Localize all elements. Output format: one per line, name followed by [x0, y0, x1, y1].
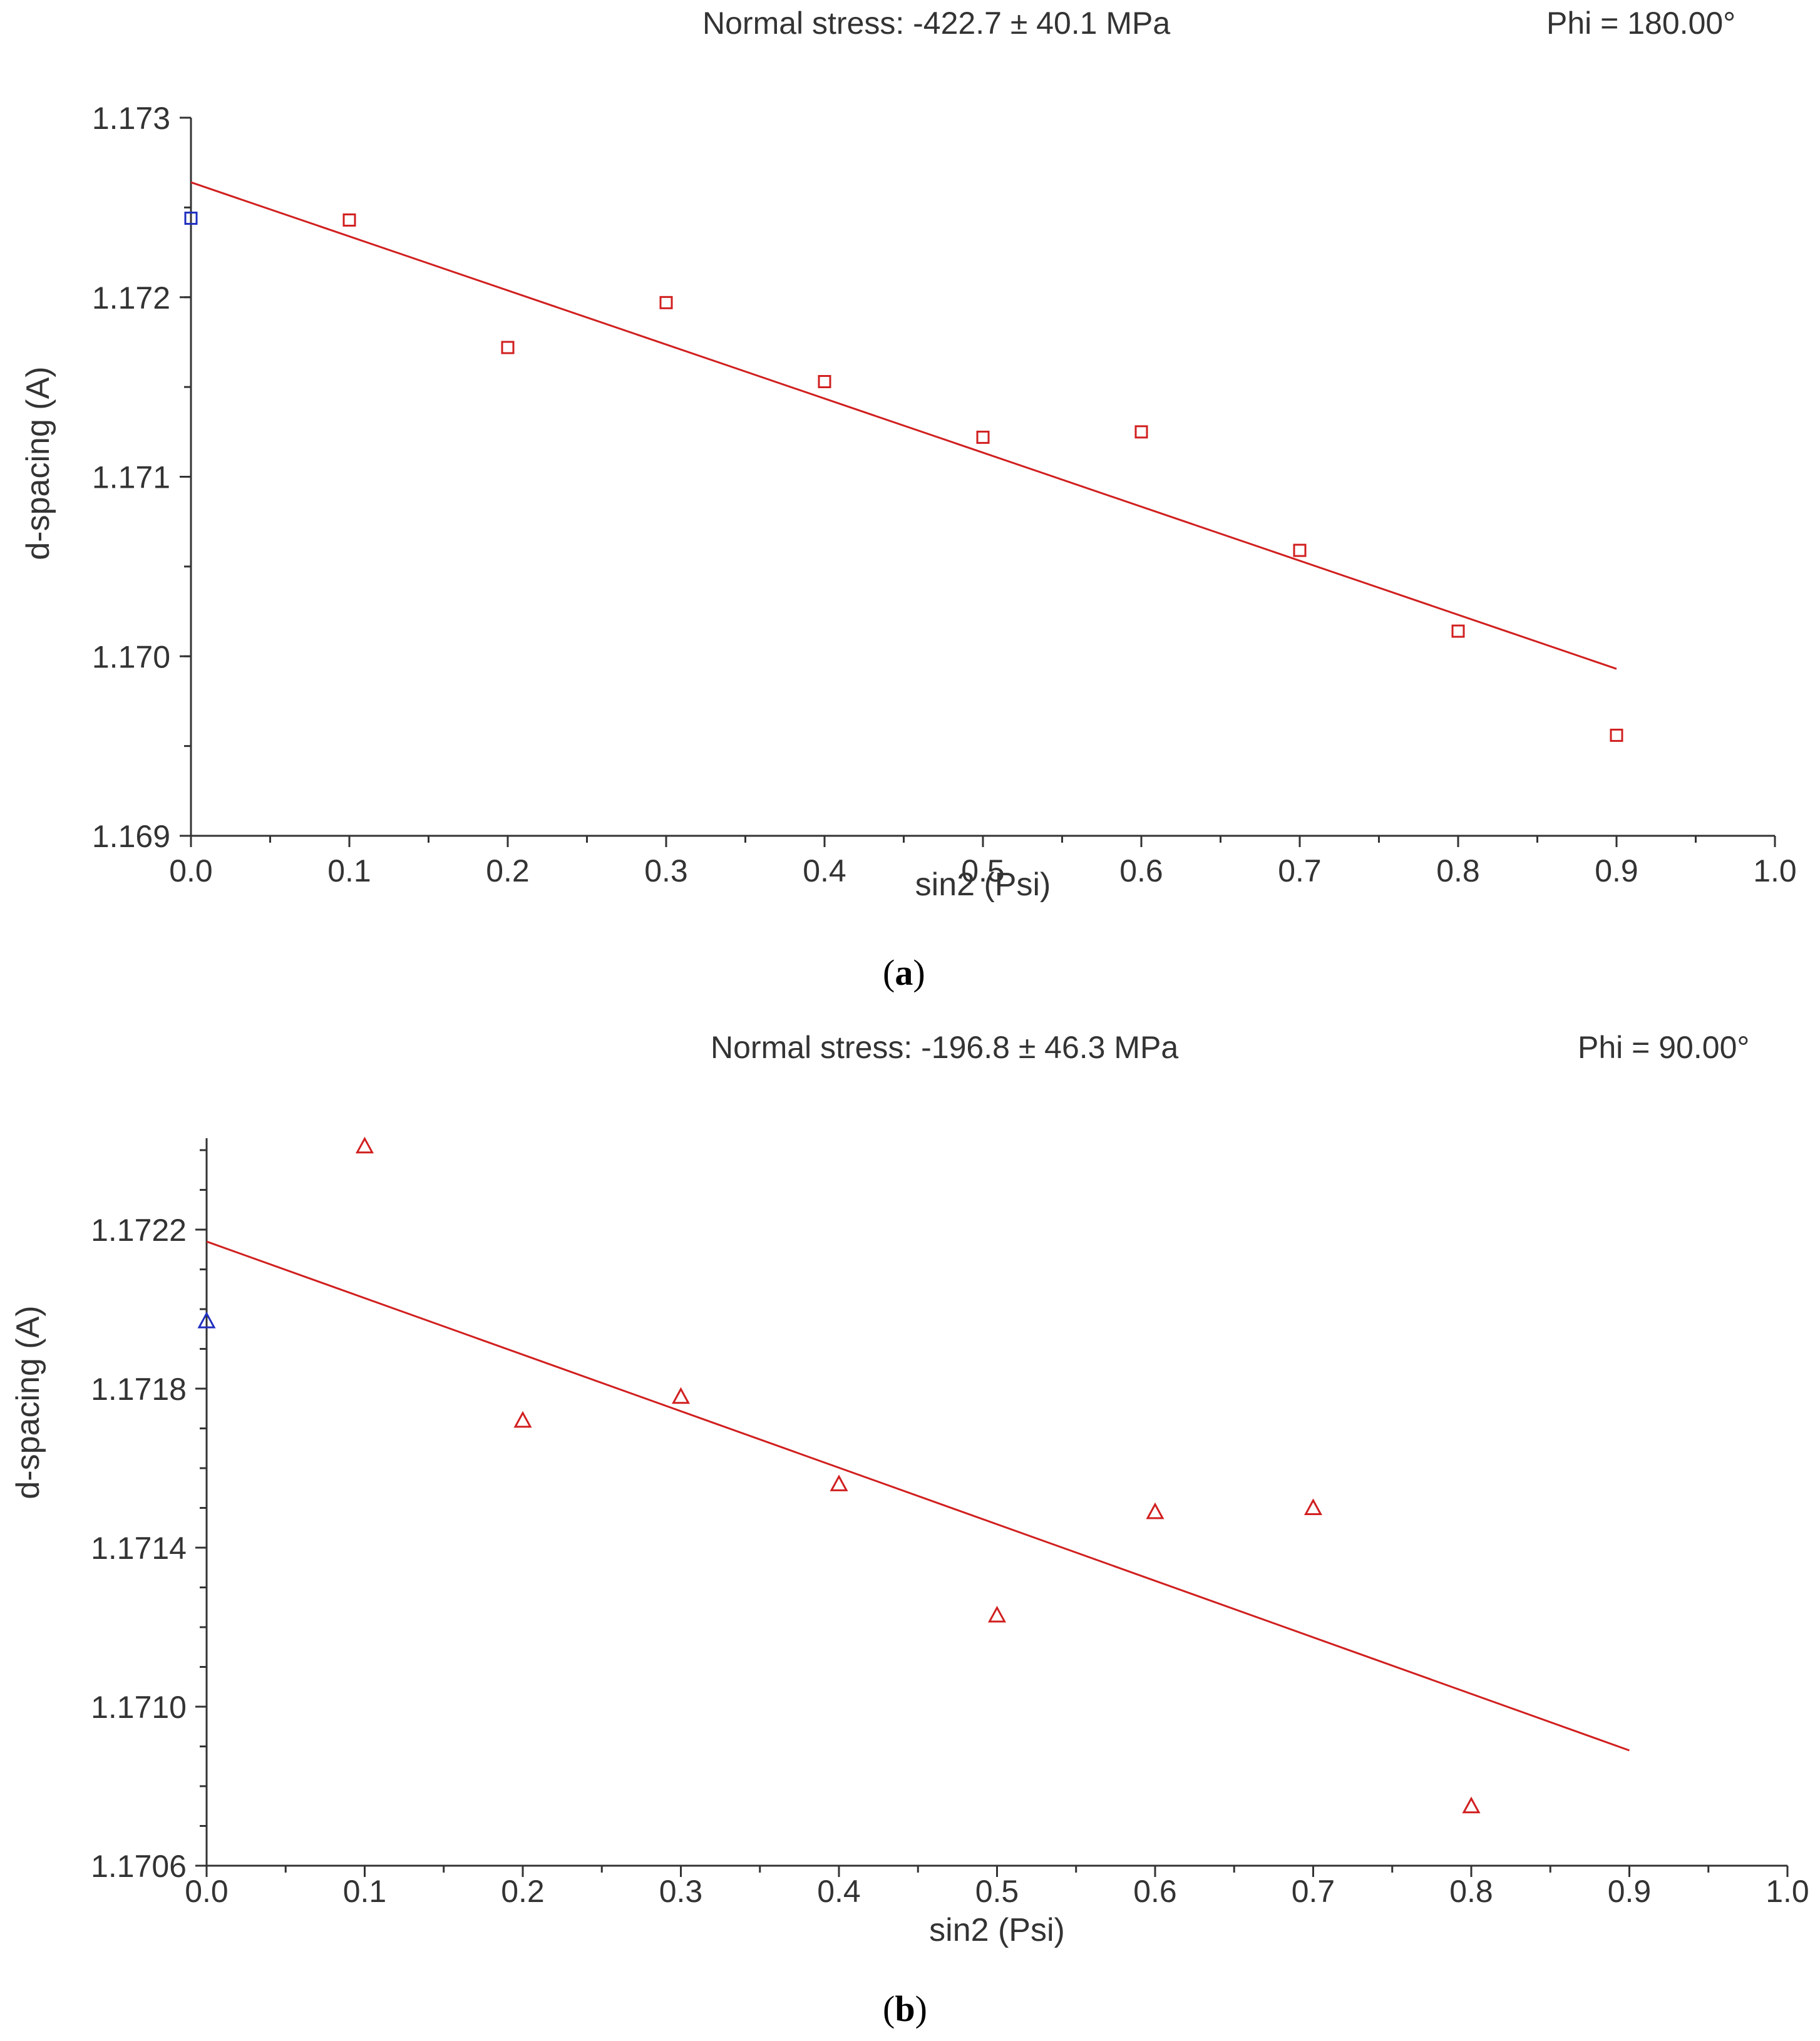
y-tick-label: 1.170: [92, 639, 170, 674]
stress-readout: Normal stress: -196.8 ± 46.3 MPa: [711, 1030, 1179, 1065]
y-tick-label: 1.1714: [91, 1531, 187, 1566]
x-tick-label: 0.0: [169, 853, 213, 888]
data-point-square: [818, 375, 831, 389]
x-tick-label: 0.0: [185, 1874, 229, 1909]
x-axis-title: sin2 (Psi): [915, 866, 1051, 903]
data-point-square: [976, 430, 990, 444]
scatter-plot-a: 0.0 0.1 0.2 0.3 0.4 0.5 0.6 0.7 0.8 0.9 1.0 1.169 1.…: [20, 101, 1797, 903]
data-point-square: [1134, 425, 1148, 439]
regression-line: [190, 181, 1617, 670]
y-tick-label: 1.1706: [91, 1849, 187, 1884]
x-tick-label: 0.6: [1133, 1874, 1177, 1909]
x-tick-label: 0.4: [817, 1874, 861, 1909]
x-tick-label: 0.1: [327, 853, 371, 888]
chart-panel-b: Normal stress: -196.8 ± 46.3 MPa Phi = 9…: [0, 1027, 1820, 2041]
data-point-square: [342, 213, 356, 227]
phi-readout: Phi = 180.00°: [1546, 6, 1736, 41]
y-tick-label: 1.1718: [91, 1372, 187, 1407]
scatter-plot-b: 0.0 0.1 0.2 0.3 0.4 0.5 0.6 0.7 0.8 0.9 1.0 1.1706 1…: [10, 1136, 1809, 1948]
y-tick-label: 1.1710: [91, 1690, 187, 1725]
y-tick-label: 1.173: [92, 101, 170, 136]
data-point-square: [1451, 624, 1465, 638]
y-tick-label: 1.171: [92, 460, 170, 495]
x-tick-label: 0.4: [803, 853, 846, 888]
x-tick-label: 0.3: [659, 1874, 703, 1909]
x-tick-label: 0.2: [486, 853, 530, 888]
data-point-square: [501, 341, 515, 354]
x-tick-label: 1.0: [1753, 853, 1797, 888]
regression-line: [206, 1240, 1630, 1752]
x-tick-label: 0.6: [1119, 853, 1163, 888]
data-point-triangle: [671, 1387, 691, 1404]
y-tick-label: 1.1722: [91, 1213, 187, 1248]
data-point-square: [1293, 543, 1307, 557]
x-tick-label: 0.8: [1449, 1874, 1493, 1909]
data-point-triangle: [1146, 1502, 1164, 1519]
phi-readout: Phi = 90.00°: [1578, 1030, 1750, 1065]
y-axis-title: d-spacing (A): [10, 1305, 46, 1499]
x-tick-label: 0.7: [1292, 1874, 1335, 1909]
data-point-triangle: [987, 1605, 1007, 1623]
chart-panel-a: Normal stress: -422.7 ± 40.1 MPa Phi = 1…: [20, 6, 1797, 993]
x-tick-label: 0.7: [1278, 853, 1322, 888]
subfigure-caption-a: (a): [883, 952, 925, 993]
x-tick-label: 1.0: [1766, 1874, 1809, 1909]
data-point-triangle: [1303, 1498, 1323, 1516]
stress-readout: Normal stress: -422.7 ± 40.1 MPa: [702, 6, 1171, 41]
x-axis-title: sin2 (Psi): [929, 1912, 1065, 1948]
x-tick-label: 0.5: [975, 1874, 1019, 1909]
y-tick-label: 1.169: [92, 819, 170, 854]
x-tick-label: 0.8: [1436, 853, 1480, 888]
x-tick-label: 0.9: [1595, 853, 1638, 888]
data-point-triangle: [513, 1411, 532, 1428]
x-tick-label: 0.5: [961, 853, 1005, 888]
reference-point-square: [184, 212, 198, 225]
subfigure-caption-b: (b): [883, 1988, 927, 2029]
x-tick-label: 0.3: [644, 853, 688, 888]
x-tick-label: 0.2: [501, 1874, 545, 1909]
data-point-square: [1610, 728, 1623, 742]
x-tick-label: 0.9: [1608, 1874, 1652, 1909]
y-tick-label: 1.172: [92, 280, 170, 316]
y-axis-title: d-spacing (A): [20, 366, 56, 560]
data-point-triangle: [355, 1136, 374, 1154]
data-point-triangle: [1462, 1796, 1481, 1814]
data-point-triangle: [830, 1474, 848, 1491]
data-point-square: [659, 296, 673, 309]
reference-point-triangle: [197, 1311, 216, 1329]
x-tick-label: 0.1: [343, 1874, 387, 1909]
